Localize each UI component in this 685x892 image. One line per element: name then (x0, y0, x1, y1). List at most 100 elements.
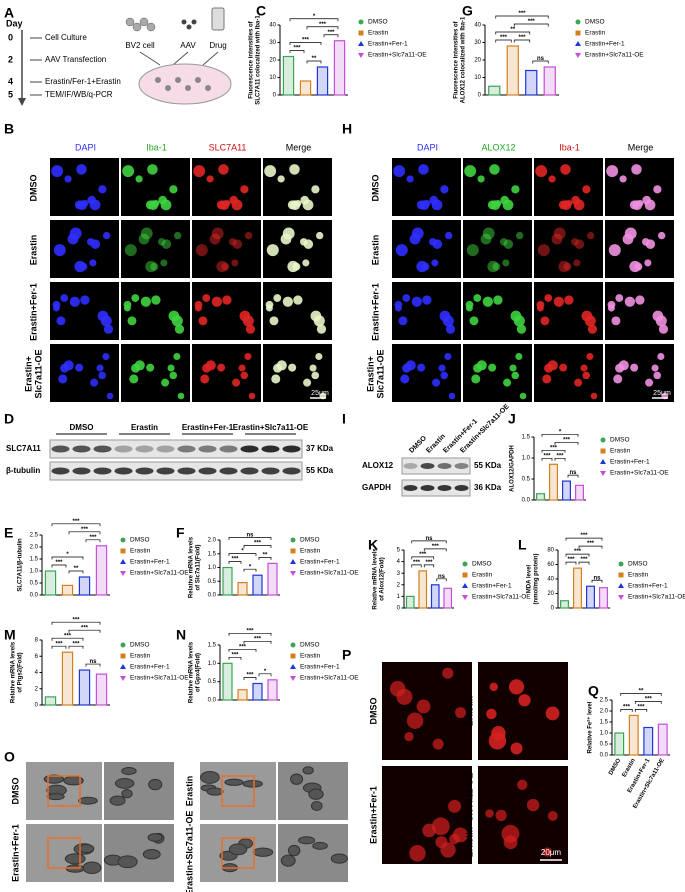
significance-label: *** (72, 617, 80, 623)
dish-cell (175, 77, 181, 83)
band (219, 467, 238, 475)
significance-bracket (541, 433, 579, 437)
y-axis-label: Relative mRNA levels (189, 641, 195, 703)
zoom-box (47, 837, 81, 869)
legend-label: Erastin (300, 653, 321, 660)
cell (129, 374, 139, 384)
legend-label: Erastin (585, 30, 606, 37)
cell (151, 295, 161, 305)
cell (564, 295, 574, 305)
y-axis-label: Relative mRNA levels (373, 548, 379, 610)
cell (282, 296, 293, 307)
fe-image (382, 766, 472, 864)
cell (173, 352, 181, 361)
y-axis-label: SLC7A11/β-tubulin (18, 538, 24, 592)
icon-arrow (172, 51, 189, 66)
cell (400, 374, 410, 384)
cell (645, 239, 656, 249)
day-label: Day (6, 18, 23, 28)
y-axis-label: ALOX12 colocalized with Iba-1 (461, 16, 467, 103)
cell (202, 363, 212, 373)
band (177, 445, 196, 453)
cell (177, 392, 185, 400)
significance-bracket (411, 556, 435, 560)
cell (510, 310, 522, 322)
row-label: DMSO (28, 175, 38, 202)
bar (418, 570, 428, 609)
cell (160, 199, 172, 211)
y-tick-label: 20 (474, 58, 481, 64)
cell (217, 363, 226, 372)
cell (645, 378, 654, 387)
cell (536, 304, 544, 312)
column-header: DAPI (75, 142, 96, 152)
significance-bracket (554, 441, 579, 445)
legend-marker (290, 537, 296, 543)
bar (430, 584, 440, 609)
cell (311, 185, 320, 194)
mitochondrion (109, 795, 126, 806)
significance-label: ns (537, 56, 545, 62)
cell (422, 295, 432, 305)
significance-label: * (249, 564, 252, 570)
cell (535, 165, 548, 178)
bar (44, 570, 57, 596)
fe-cell (495, 809, 507, 822)
significance-bracket (228, 648, 257, 652)
cell (582, 371, 591, 380)
cell (432, 378, 441, 387)
blot-strip (49, 439, 303, 459)
significance-label: ns (89, 659, 97, 665)
panel-letter: J (508, 411, 516, 427)
cell (469, 316, 479, 326)
mitochondrion (330, 853, 348, 864)
legend-label: Erastin+Slc7a11-OE (368, 52, 427, 59)
cell (140, 296, 151, 307)
mitochondrion (78, 843, 95, 854)
y-tick-label: 1.0 (600, 731, 609, 737)
cell (540, 316, 550, 326)
significance-label: ** (312, 56, 317, 62)
cell (448, 392, 456, 400)
bar (657, 723, 668, 756)
cell (590, 392, 598, 400)
legend-marker (600, 448, 606, 454)
cell (290, 200, 301, 211)
cell (411, 296, 422, 307)
significance-bracket (258, 557, 272, 560)
cell (169, 185, 178, 194)
significance-label: *** (574, 549, 582, 555)
y-tick-label: 2.0 (600, 709, 609, 715)
cell (102, 352, 110, 361)
cell (89, 259, 97, 267)
cell (519, 392, 527, 400)
legend-label: Erastin+Fer-1 (130, 559, 170, 566)
bar (237, 582, 248, 596)
cell (244, 352, 252, 361)
mitochondrion (308, 788, 324, 800)
mitochondrion (82, 861, 102, 875)
cell (653, 371, 662, 380)
legend-marker (290, 559, 296, 564)
cell (586, 231, 595, 240)
cell (502, 259, 510, 267)
scale-label: 20μm (541, 848, 562, 857)
cell (200, 374, 210, 384)
bar (267, 679, 278, 701)
panel-letter: G (462, 3, 473, 19)
bar (572, 567, 582, 609)
band (261, 467, 280, 475)
significance-bracket (554, 457, 566, 461)
group-label: DMSO (70, 423, 94, 432)
fe-cell (508, 679, 525, 695)
mitochondrion (242, 780, 263, 788)
y-axis-label: SLC7A11 colocalized with Iba-1 (256, 15, 262, 105)
mitochondrion (148, 778, 163, 791)
column-header: Merge (628, 142, 654, 152)
significance-bracket (513, 39, 531, 43)
significance-label: *** (89, 535, 97, 541)
mitochondrion (114, 778, 135, 789)
y-tick-label: 0 (551, 606, 555, 612)
mitochondrion (224, 778, 244, 786)
cell (395, 244, 408, 257)
